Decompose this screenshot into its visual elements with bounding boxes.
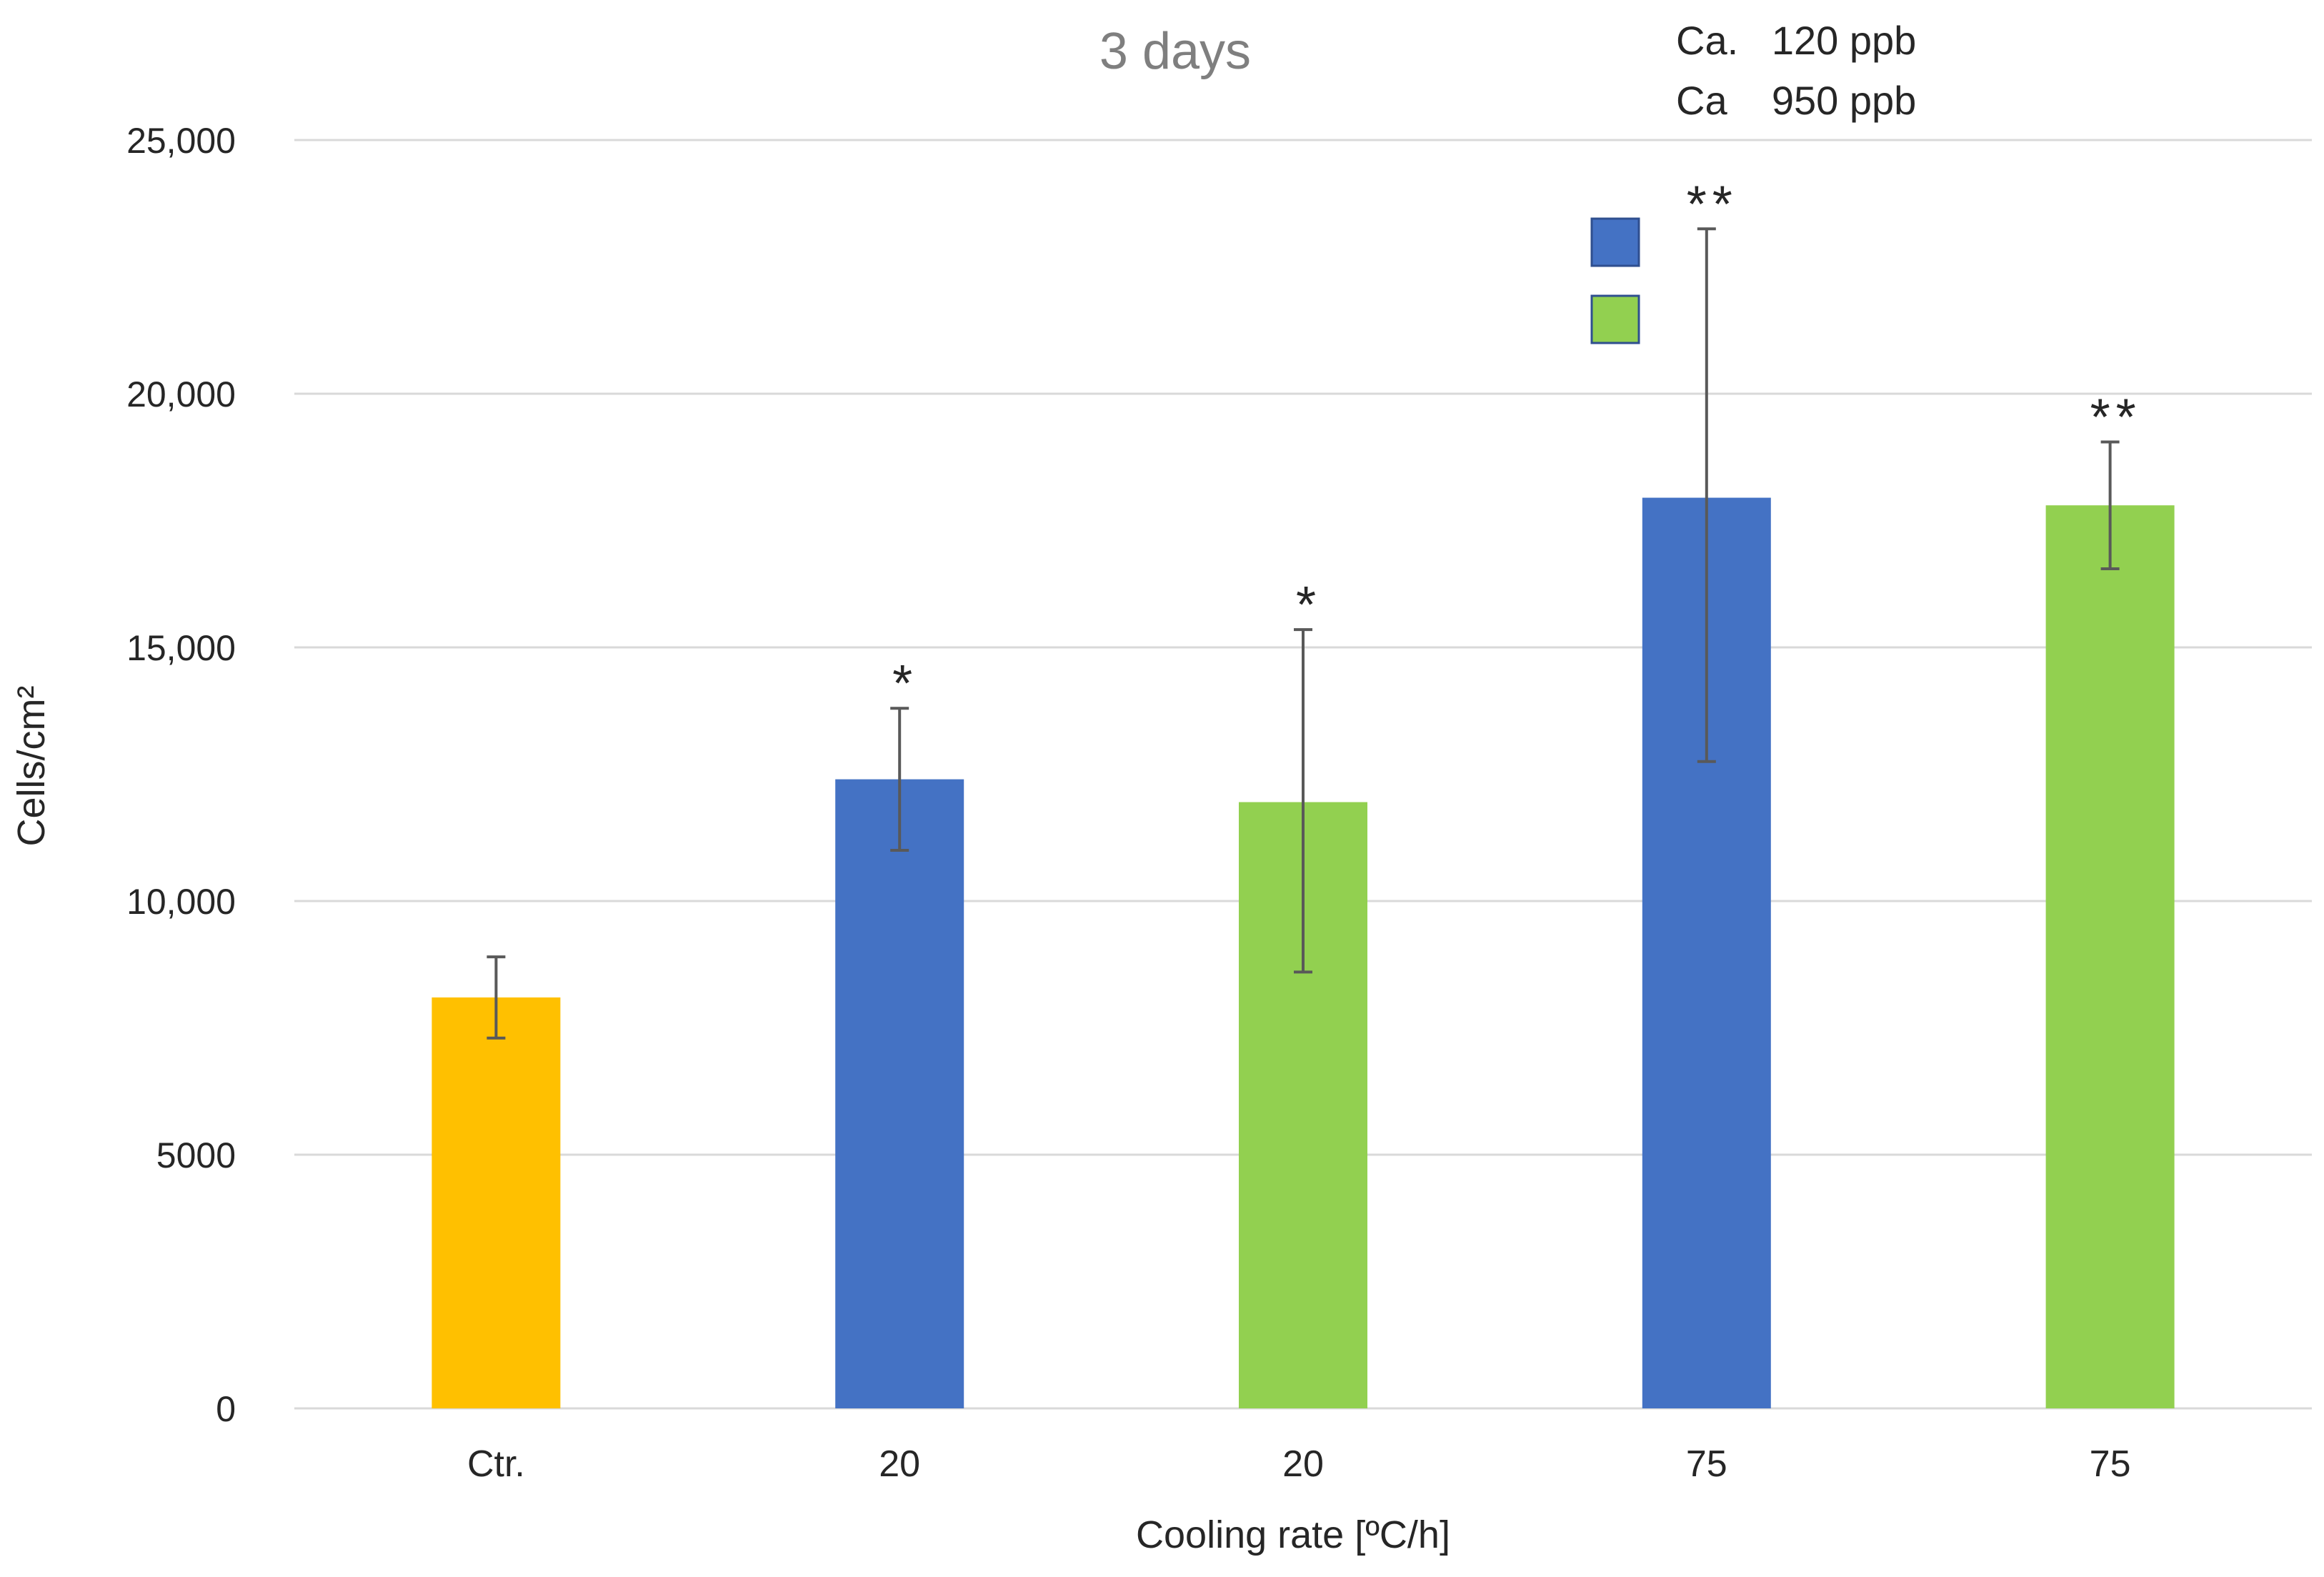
x-axis-title: Cooling rate [ºC/h] xyxy=(1136,1513,1450,1556)
x-tick-label: 75 xyxy=(2090,1443,2131,1485)
x-axis-tick-labels: Ctr. 20 20 75 75 xyxy=(467,1443,2131,1485)
error-bar xyxy=(2100,440,2120,570)
y-tick-label: 25,000 xyxy=(126,121,236,161)
bar xyxy=(835,779,964,1408)
y-tick-label: 20,000 xyxy=(126,374,236,414)
legend: Ca. 120 ppb Ca 950 ppb xyxy=(1590,18,1916,344)
significance-markers: ****** xyxy=(892,176,2142,712)
bar xyxy=(432,997,561,1408)
y-tick-label: 15,000 xyxy=(126,628,236,668)
legend-label: Ca 950 ppb xyxy=(1676,78,1916,123)
error-bars xyxy=(487,227,2120,1040)
x-tick-label: 20 xyxy=(1282,1443,1324,1485)
y-tick-label: 0 xyxy=(216,1389,236,1429)
y-tick-label: 5000 xyxy=(156,1135,236,1175)
x-tick-label: Ctr. xyxy=(467,1443,525,1485)
chart-title: 3 days xyxy=(1099,23,1251,80)
x-tick-label: 75 xyxy=(1686,1443,1727,1485)
y-axis-tick-labels: 0 5000 10,000 15,000 20,000 25,000 xyxy=(126,121,236,1429)
legend-label: Ca. 120 ppb xyxy=(1676,18,1916,63)
bar xyxy=(2045,505,2175,1409)
bars xyxy=(432,497,2175,1409)
significance-marker: * xyxy=(892,655,918,712)
legend-swatch xyxy=(1590,217,1640,267)
y-tick-label: 10,000 xyxy=(126,882,236,922)
x-tick-label: 20 xyxy=(879,1443,920,1485)
significance-marker: ** xyxy=(1687,176,1738,233)
error-bar xyxy=(1697,227,1716,763)
error-bar xyxy=(890,707,909,852)
significance-marker: ** xyxy=(2090,389,2142,446)
error-bar xyxy=(1294,628,1312,974)
legend-swatch xyxy=(1590,294,1640,344)
significance-marker: * xyxy=(1296,577,1322,634)
error-bar xyxy=(487,955,506,1040)
y-axis-title: Cells/cm² xyxy=(10,686,53,847)
